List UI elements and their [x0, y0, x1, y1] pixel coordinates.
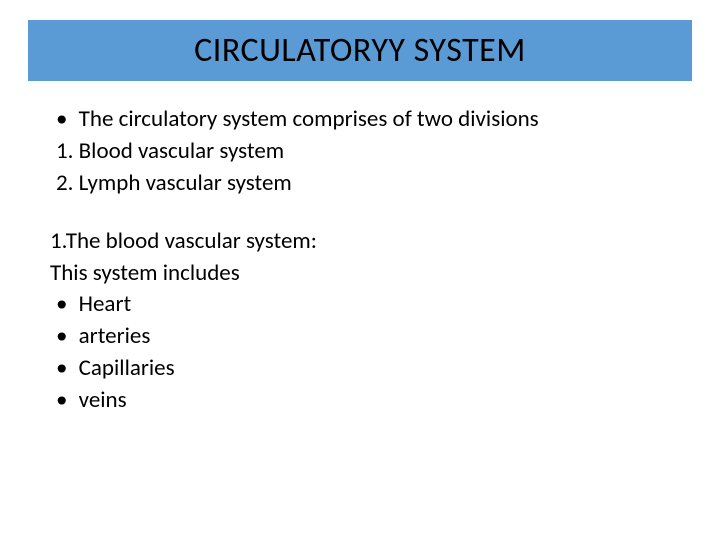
list-item: arteries [50, 322, 670, 352]
spacer [50, 201, 670, 227]
slide-title: CIRCULATORYY SYSTEM [28, 30, 692, 71]
section-heading: 1.The blood vascular system: [50, 227, 670, 257]
slide-body: The circulatory system comprises of two … [0, 81, 720, 416]
division-1: 1. Blood vascular system [50, 137, 670, 167]
intro-line: The circulatory system comprises of two … [50, 105, 670, 135]
list-item: Capillaries [50, 354, 670, 384]
title-bar: CIRCULATORYY SYSTEM [28, 20, 692, 81]
list-item: veins [50, 386, 670, 416]
list-item: Heart [50, 290, 670, 320]
section-subheading: This system includes [50, 259, 670, 289]
division-2: 2. Lymph vascular system [50, 169, 670, 199]
